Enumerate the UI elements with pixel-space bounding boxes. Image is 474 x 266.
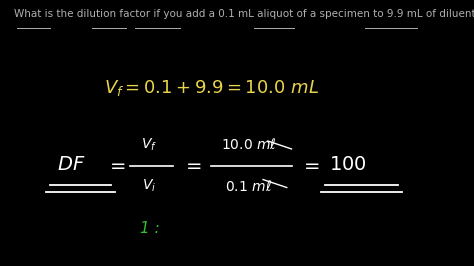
Text: What is the dilution factor if you add a 0.1 mL aliquot of a specimen to 9.9 mL : What is the dilution factor if you add a… [14,9,474,19]
Text: 1 :: 1 : [140,221,160,236]
Text: $V_i$: $V_i$ [142,178,156,194]
Text: $DF$: $DF$ [57,155,85,174]
Text: $V_f$: $V_f$ [141,137,157,153]
Text: $V_f = 0.1 + 9.9 = 10.0\ mL$: $V_f = 0.1 + 9.9 = 10.0\ mL$ [104,78,319,98]
Text: $100$: $100$ [329,155,367,174]
Text: $0.1\ m\ell$: $0.1\ m\ell$ [225,179,273,194]
Text: $=$: $=$ [301,155,320,174]
Text: $10.0\ m\ell$: $10.0\ m\ell$ [221,138,277,152]
Text: $=$: $=$ [106,155,126,174]
Text: $=$: $=$ [182,155,202,174]
